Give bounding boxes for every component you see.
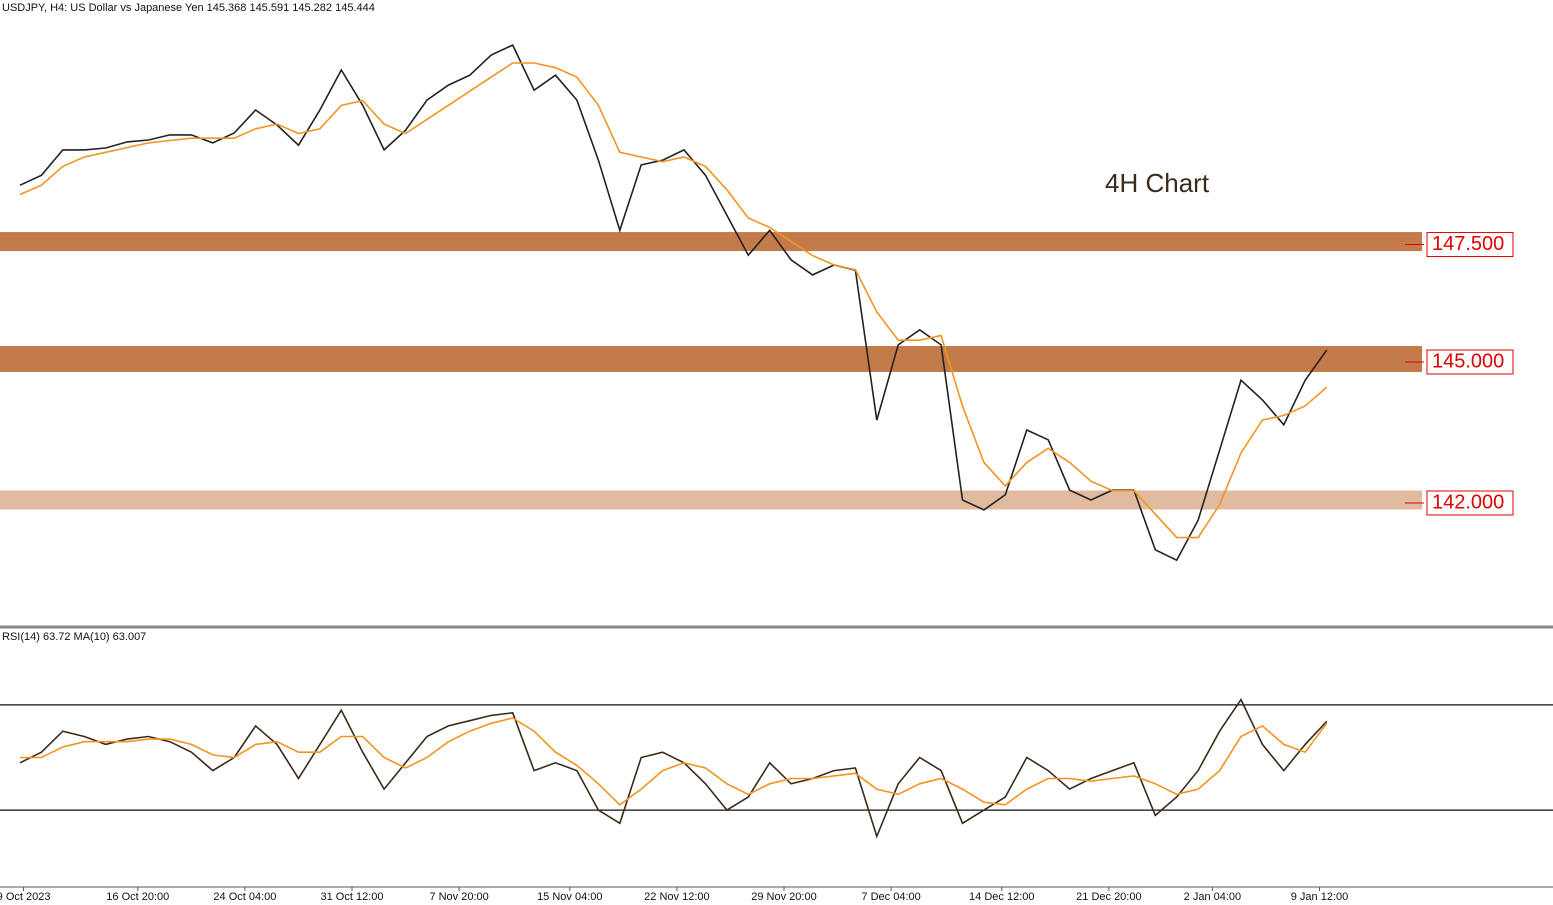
x-tick-label: 15 Nov 04:00 xyxy=(537,891,602,903)
level-label: 145.000 xyxy=(1432,350,1504,372)
series-line xyxy=(20,717,1328,806)
level-label: 142.000 xyxy=(1432,491,1504,513)
x-tick-label: 2 Jan 04:00 xyxy=(1184,891,1242,903)
x-tick-label: 7 Dec 04:00 xyxy=(861,891,920,903)
x-tick-label: 24 Oct 04:00 xyxy=(213,891,276,903)
x-tick-label: 7 Nov 20:00 xyxy=(429,891,488,903)
level-zone xyxy=(0,346,1422,373)
x-tick-label: 31 Oct 12:00 xyxy=(321,891,384,903)
x-tick-label: 29 Nov 20:00 xyxy=(751,891,816,903)
x-tick-label: 9 Oct 2023 xyxy=(0,891,50,903)
x-tick-label: 14 Dec 12:00 xyxy=(969,891,1034,903)
level-zone xyxy=(0,232,1422,252)
x-tick-label: 21 Dec 20:00 xyxy=(1076,891,1141,903)
series-line xyxy=(19,44,1328,562)
series-line xyxy=(19,62,1328,539)
series-line xyxy=(19,697,1328,839)
level-label-box xyxy=(1426,490,1514,516)
chart-header: USDJPY, H4: US Dollar vs Japanese Yen 14… xyxy=(2,2,375,14)
level-label-box xyxy=(1426,349,1514,375)
x-tick-label: 9 Jan 12:00 xyxy=(1291,891,1349,903)
level-label: 147.500 xyxy=(1432,233,1504,255)
x-tick-label: 16 Oct 20:00 xyxy=(106,891,169,903)
level-label-box xyxy=(1426,232,1514,258)
x-tick-label: 22 Nov 12:00 xyxy=(644,891,709,903)
rsi-header: RSI(14) 63.72 MA(10) 63.007 xyxy=(2,631,146,643)
annotation: 4H Chart xyxy=(1105,168,1210,198)
level-zone xyxy=(0,490,1422,510)
